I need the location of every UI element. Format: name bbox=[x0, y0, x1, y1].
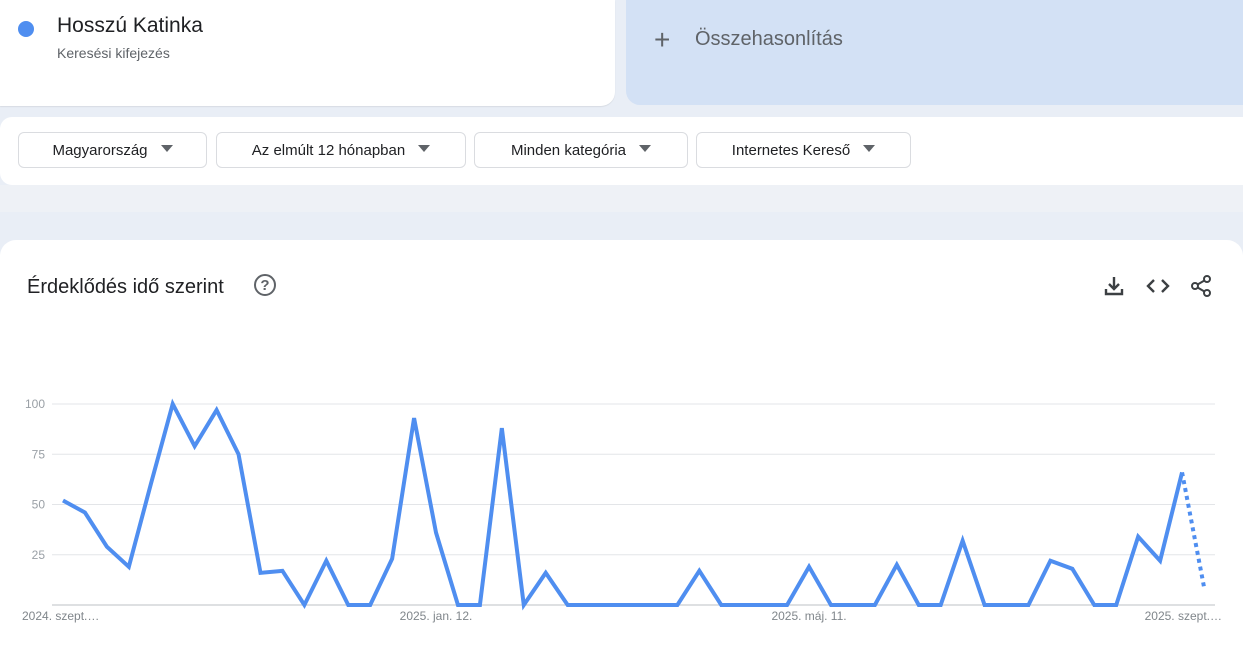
x-tick-label: 2025. szept.… bbox=[1145, 609, 1222, 623]
partial-data-line bbox=[1182, 472, 1204, 587]
y-tick-label: 75 bbox=[32, 447, 46, 461]
y-tick-label: 50 bbox=[32, 498, 46, 512]
x-tick-label: 2024. szept.… bbox=[22, 609, 99, 623]
x-tick-label: 2025. máj. 11. bbox=[771, 609, 846, 623]
y-tick-label: 100 bbox=[25, 397, 45, 411]
x-tick-label: 2025. jan. 12. bbox=[400, 609, 473, 623]
y-tick-label: 25 bbox=[32, 548, 46, 562]
